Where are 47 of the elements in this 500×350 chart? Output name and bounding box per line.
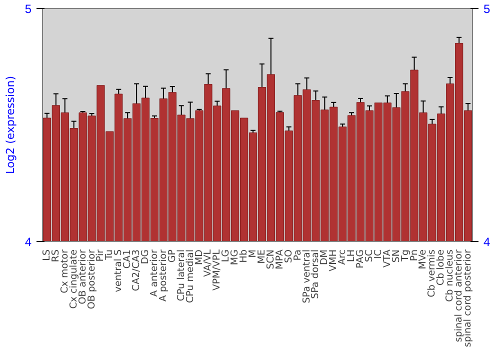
x-tick-label: Cx cingulate [68,249,80,309]
x-tick-label: LG [220,250,232,262]
x-tick-label: PAG [355,249,366,268]
x-tick-label: VPM/VPL [212,248,223,291]
x-tick-label: CPu medial [184,249,196,303]
x-tick-label: LH [346,250,358,262]
y2-tick-label: 4 [484,235,490,249]
x-tick-label: SPa dorsal [310,249,322,299]
x-tick-label: Pa [292,250,304,261]
x-tick-label: Pn [408,249,420,262]
x-tick-label: MPA [274,249,286,270]
x-tick-label: Cx motor [59,249,70,294]
x-tick-label: OB posterior [86,249,98,310]
y-axis-title: Log2 (expression) [4,76,17,174]
x-tick-label: Arc [337,249,348,265]
x-tick-label: ventral S [113,249,124,292]
y2-tick-label: 5 [484,2,490,16]
x-tick-label: OB anterior [77,249,88,304]
x-tick-label: ME [256,249,268,264]
x-tick-label: M [248,249,259,258]
x-tick-label: SO [283,249,294,264]
x-tick-label: CA1 [122,249,134,269]
x-tick-label: GP [166,249,178,263]
x-tick-label: DM [319,249,330,266]
x-tick-label: SC [364,249,375,262]
x-tick-label: IC [372,249,384,259]
x-tick-label: DG [140,249,152,264]
x-tick-label: VMH [328,249,340,272]
x-tick-label: Cb lobe [436,249,447,286]
x-tick-label: VTA [382,249,393,268]
x-tick-label: Hb [238,249,250,263]
x-tick-label: Tu [104,249,116,261]
x-tick-label: spinal cord posterior [462,249,474,348]
x-tick-label: VA/VL [202,248,214,277]
x-tick-label: A posterior [158,249,169,302]
x-tick-label: SCN [265,249,276,270]
x-tick-label: LS [41,249,52,261]
x-tick-label: CPu lateral [176,249,187,302]
x-tick-label: Pir [95,249,106,262]
x-tick-label: SPa ventral [301,249,312,304]
x-tick-label: MD [194,249,205,266]
x-tick-label: RS [50,249,62,262]
x-tick-label: CA2/CA3 [131,249,142,292]
x-tick-label: SN [390,249,402,263]
x-tick-label: Tg [400,249,411,262]
x-tick-label: A anterior [148,249,160,297]
x-tick-label: MVe [418,249,429,270]
